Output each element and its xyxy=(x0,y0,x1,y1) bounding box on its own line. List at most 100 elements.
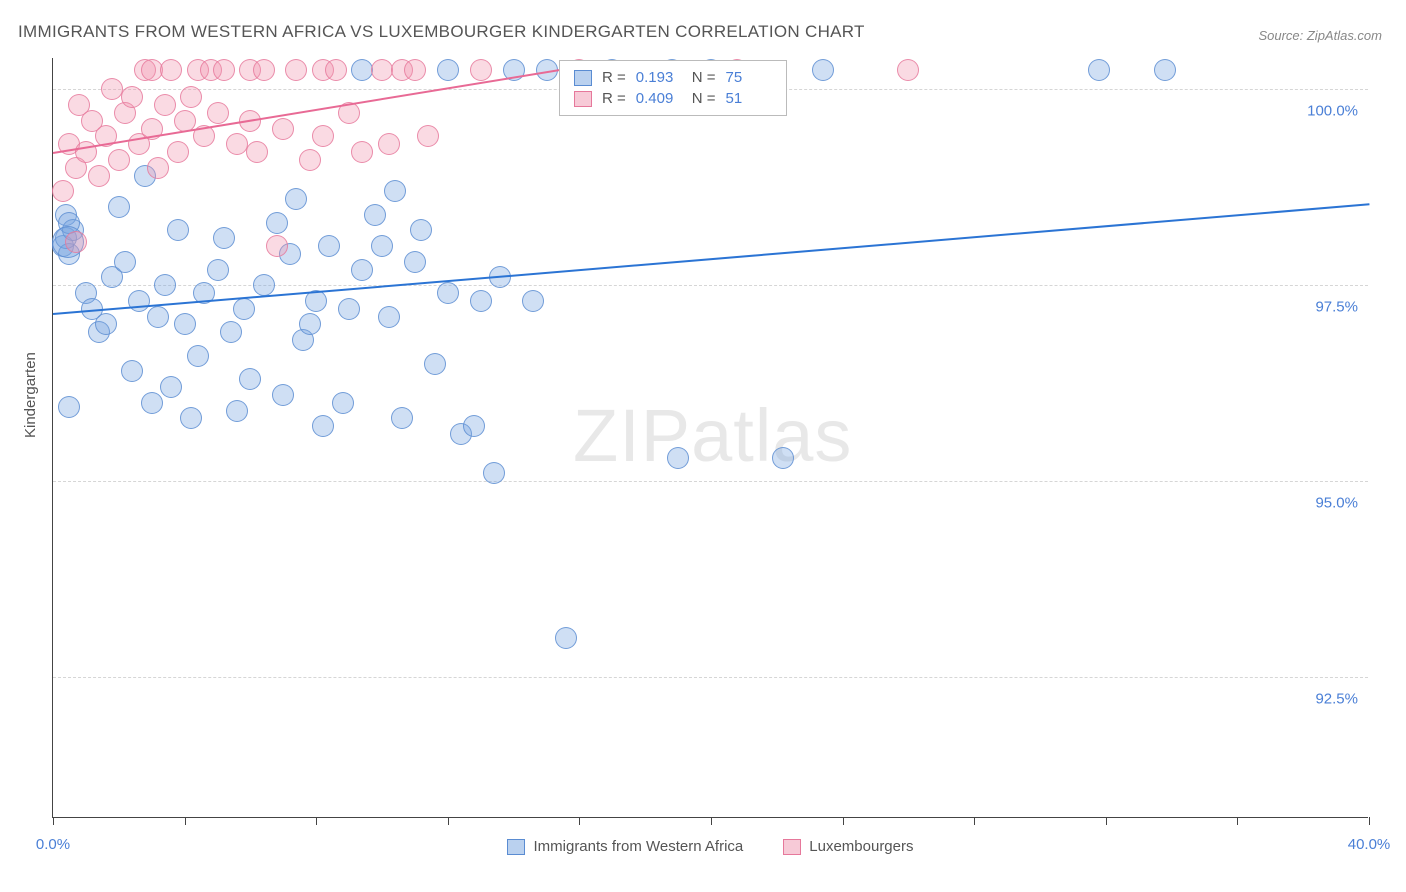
data-point xyxy=(246,141,268,163)
data-point xyxy=(147,306,169,328)
x-tick-mark xyxy=(711,817,712,825)
data-point xyxy=(364,204,386,226)
data-point xyxy=(147,157,169,179)
legend-swatch xyxy=(783,839,801,855)
data-point xyxy=(772,447,794,469)
y-tick-label: 100.0% xyxy=(1307,103,1358,120)
data-point xyxy=(114,251,136,273)
chart-title: IMMIGRANTS FROM WESTERN AFRICA VS LUXEMB… xyxy=(18,22,865,42)
legend-label: Immigrants from Western Africa xyxy=(533,838,743,855)
x-tick-mark xyxy=(843,817,844,825)
y-axis-label: Kindergarten xyxy=(22,352,39,438)
y-tick-label: 97.5% xyxy=(1315,299,1358,316)
n-value: 75 xyxy=(726,69,772,86)
data-point xyxy=(65,231,87,253)
data-point xyxy=(338,298,360,320)
data-point xyxy=(437,282,459,304)
data-point xyxy=(424,353,446,375)
data-point xyxy=(58,396,80,418)
data-point xyxy=(121,86,143,108)
data-point xyxy=(213,227,235,249)
data-point xyxy=(220,321,242,343)
x-tick-mark xyxy=(316,817,317,825)
data-point xyxy=(378,133,400,155)
data-point xyxy=(312,125,334,147)
data-point xyxy=(410,219,432,241)
data-point xyxy=(154,94,176,116)
y-tick-label: 95.0% xyxy=(1315,495,1358,512)
data-point xyxy=(266,235,288,257)
data-point xyxy=(154,274,176,296)
data-point xyxy=(555,627,577,649)
data-point xyxy=(371,59,393,81)
y-tick-label: 92.5% xyxy=(1315,690,1358,707)
gridline xyxy=(53,677,1368,678)
x-tick-mark xyxy=(448,817,449,825)
data-point xyxy=(437,59,459,81)
data-point xyxy=(272,384,294,406)
stats-legend: R =0.193N =75R =0.409N =51 xyxy=(559,60,787,116)
data-point xyxy=(95,313,117,335)
data-point xyxy=(108,196,130,218)
data-point xyxy=(299,149,321,171)
data-point xyxy=(187,345,209,367)
data-point xyxy=(1154,59,1176,81)
data-point xyxy=(88,165,110,187)
data-point xyxy=(897,59,919,81)
watermark-atlas: atlas xyxy=(691,394,852,477)
data-point xyxy=(285,188,307,210)
data-point xyxy=(128,290,150,312)
data-point xyxy=(207,259,229,281)
data-point xyxy=(141,59,163,81)
data-point xyxy=(180,407,202,429)
data-point xyxy=(417,125,439,147)
x-tick-mark xyxy=(53,817,54,825)
data-point xyxy=(332,392,354,414)
data-point xyxy=(351,141,373,163)
legend-swatch xyxy=(574,70,592,86)
data-point xyxy=(470,290,492,312)
x-tick-mark xyxy=(974,817,975,825)
data-point xyxy=(253,59,275,81)
r-value: 0.193 xyxy=(636,69,682,86)
legend-swatch xyxy=(507,839,525,855)
watermark: ZIPatlas xyxy=(573,393,852,478)
data-point xyxy=(253,274,275,296)
n-label: N = xyxy=(692,90,716,107)
data-point xyxy=(351,59,373,81)
data-point xyxy=(272,118,294,140)
r-label: R = xyxy=(602,69,626,86)
x-tick-mark xyxy=(185,817,186,825)
trend-line xyxy=(53,203,1369,315)
source-prefix: Source: xyxy=(1258,28,1306,43)
legend-label: Luxembourgers xyxy=(809,838,913,855)
gridline xyxy=(53,285,1368,286)
data-point xyxy=(174,313,196,335)
data-point xyxy=(108,149,130,171)
x-tick-mark xyxy=(1237,817,1238,825)
source-name: ZipAtlas.com xyxy=(1307,28,1382,43)
data-point xyxy=(470,59,492,81)
data-point xyxy=(463,415,485,437)
data-point xyxy=(325,59,347,81)
legend-item: Immigrants from Western Africa xyxy=(507,838,743,855)
data-point xyxy=(391,407,413,429)
data-point xyxy=(522,290,544,312)
data-point xyxy=(404,59,426,81)
data-point xyxy=(378,306,400,328)
stats-row: R =0.193N =75 xyxy=(560,67,786,88)
data-point xyxy=(239,368,261,390)
r-value: 0.409 xyxy=(636,90,682,107)
data-point xyxy=(404,251,426,273)
data-point xyxy=(167,219,189,241)
data-point xyxy=(318,235,340,257)
data-point xyxy=(266,212,288,234)
data-point xyxy=(351,259,373,281)
data-point xyxy=(121,360,143,382)
x-tick-mark xyxy=(1369,817,1370,825)
legend-item: Luxembourgers xyxy=(783,838,913,855)
data-point xyxy=(812,59,834,81)
data-point xyxy=(180,86,202,108)
x-tick-mark xyxy=(579,817,580,825)
data-point xyxy=(371,235,393,257)
